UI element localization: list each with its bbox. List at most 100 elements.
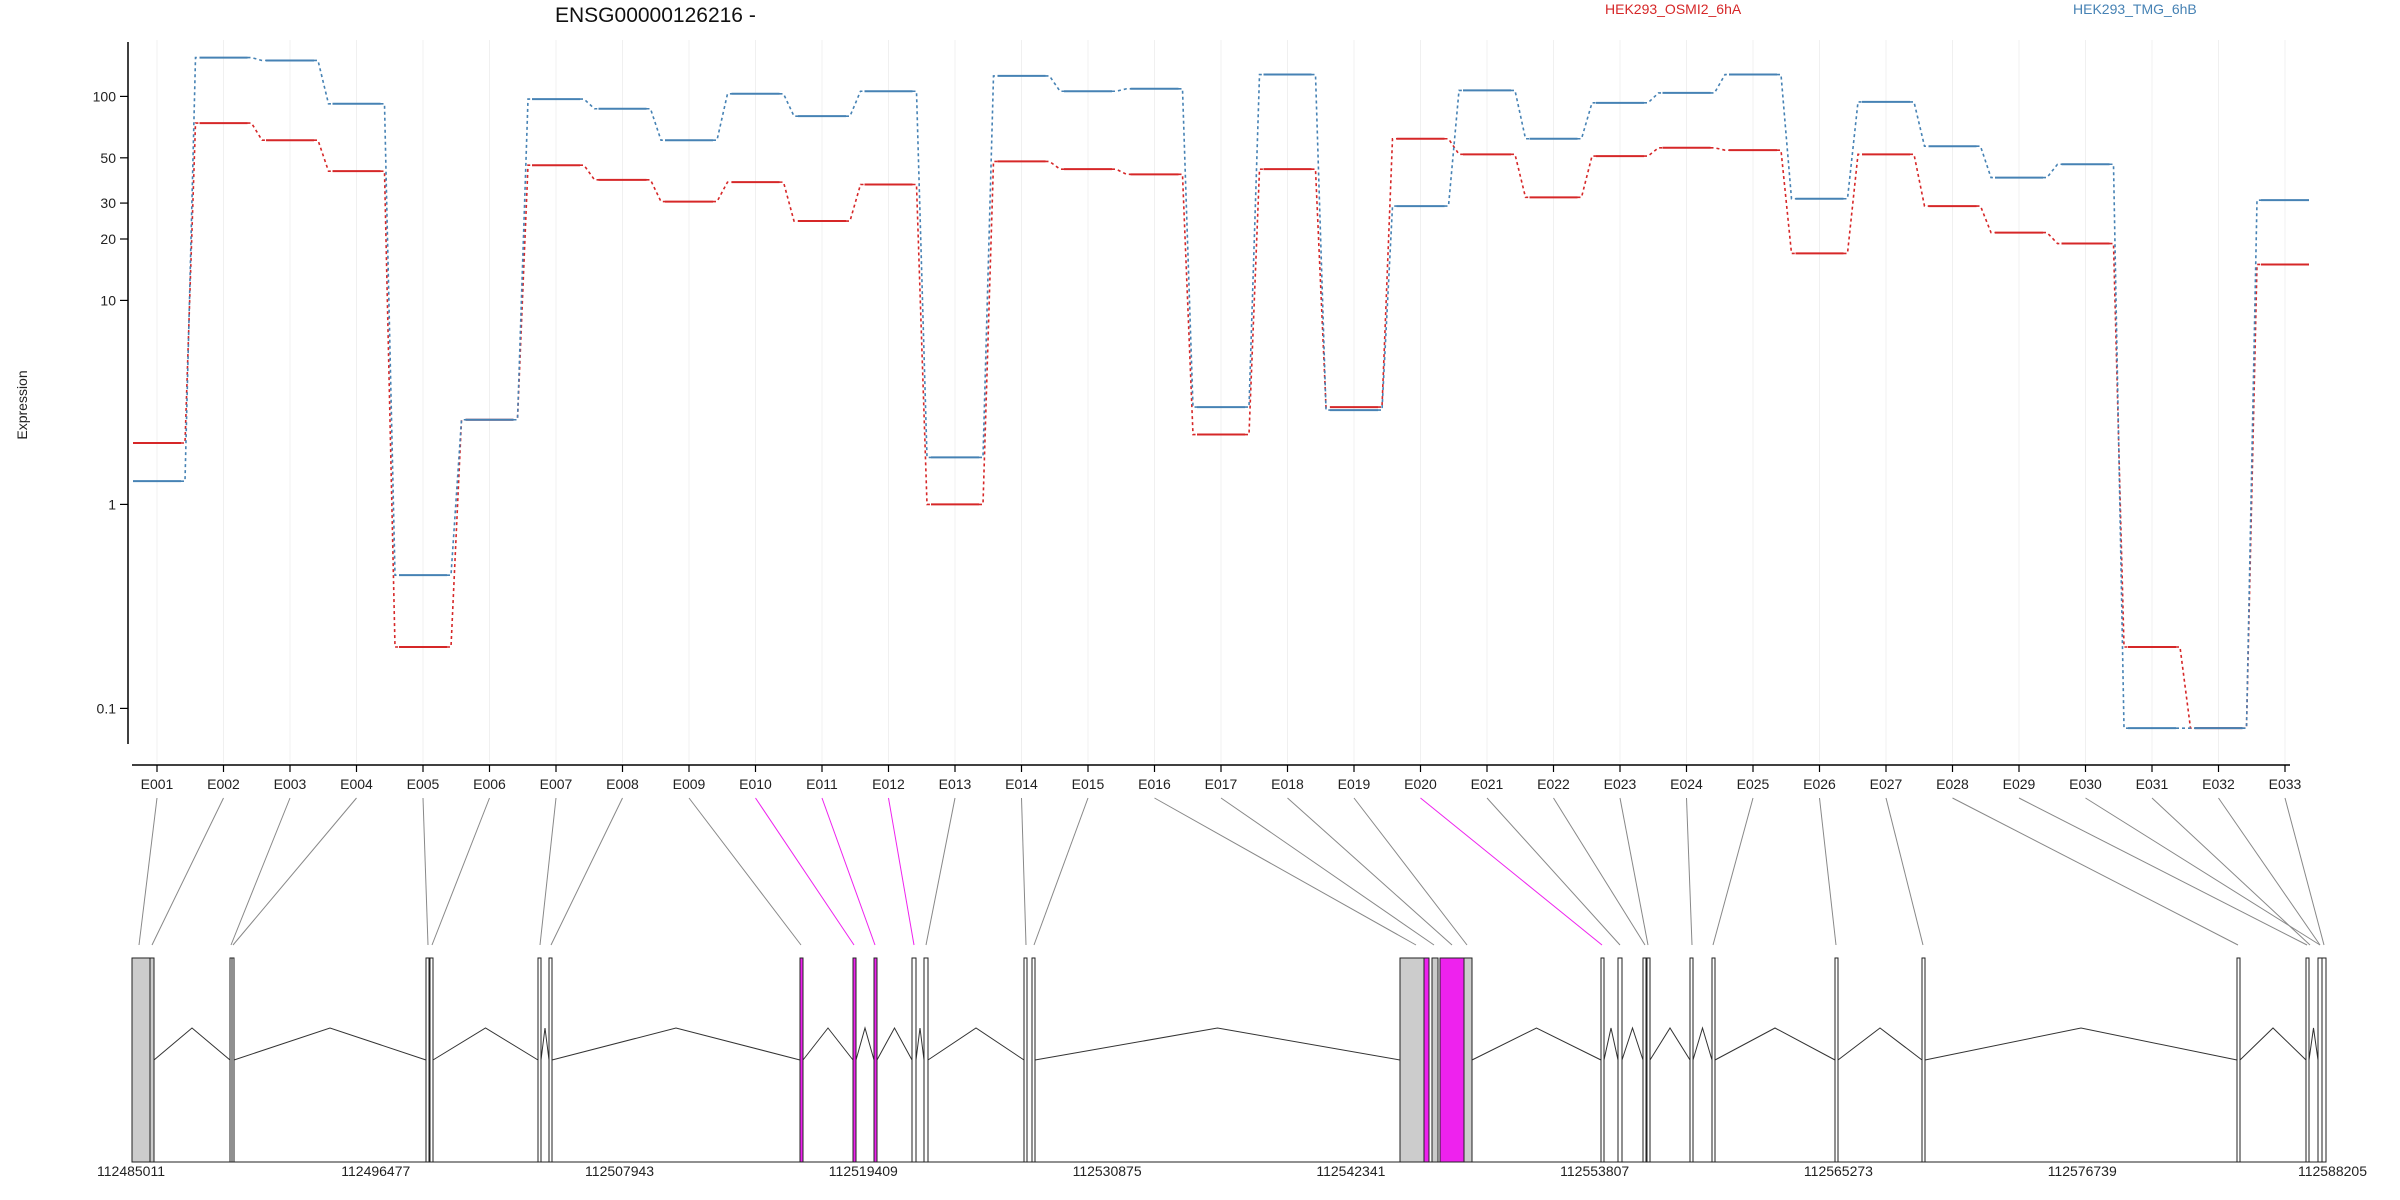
- exon-label-E004: E004: [340, 776, 373, 792]
- intron-connector: [1692, 1026, 1713, 1061]
- exon-label-E002: E002: [207, 776, 240, 792]
- exon-box: [1600, 957, 1605, 1163]
- coord-label: 112588205: [2298, 1163, 2367, 1179]
- exon-label-E005: E005: [407, 776, 440, 792]
- series-1-connector: [1644, 92, 1663, 104]
- series-layer: [133, 56, 2309, 730]
- series-1-connector: [314, 59, 333, 105]
- intron-connector: [1034, 1027, 1401, 1061]
- exon-box: [1023, 957, 1028, 1163]
- series-0-connector: [1577, 155, 1596, 199]
- coord-label: 112485011: [97, 1163, 165, 1179]
- exon-box: [911, 957, 917, 1163]
- exon-label-E031: E031: [2136, 776, 2169, 792]
- intron-connector: [432, 1027, 539, 1061]
- exon-label-E018: E018: [1271, 776, 1304, 792]
- exon-box: [425, 957, 430, 1163]
- coord-label: 112542341: [1316, 1163, 1385, 1179]
- legend-entry-tmg: HEK293_TMG_6hB: [2073, 1, 2197, 17]
- y-tick-label: 0.1: [97, 700, 117, 716]
- intron-connector: [1924, 1027, 2238, 1061]
- series-1-connector: [181, 56, 200, 482]
- exon-link-E013: [925, 797, 956, 946]
- exon-link-E031: [2151, 797, 2311, 946]
- series-1-connector: [1910, 101, 1929, 148]
- coord-label: 112576739: [2048, 1163, 2117, 1179]
- intron-connector: [1621, 1026, 1644, 1061]
- exon-box: [1423, 957, 1430, 1163]
- exon-link-E029: [2018, 797, 2308, 946]
- exon-box: [2236, 957, 2241, 1163]
- y-tick-label: 30: [100, 195, 116, 211]
- series-0-connector: [1843, 153, 1862, 255]
- series-0-connector: [1511, 153, 1530, 199]
- series-0-connector: [1910, 153, 1929, 207]
- coord-label: 112519409: [829, 1163, 898, 1179]
- series-0-connector: [2109, 242, 2128, 648]
- series-0-connector: [1644, 146, 1663, 157]
- exon-label-E013: E013: [939, 776, 972, 792]
- exon-link-E019: [1353, 797, 1468, 946]
- exon-link-E033: [2284, 797, 2325, 946]
- intron-connector: [2308, 1027, 2319, 1061]
- coord-label: 112507943: [585, 1163, 654, 1179]
- intron-connector: [915, 1027, 925, 1061]
- exon-link-E017: [1220, 797, 1435, 946]
- series-1-connector: [1245, 73, 1264, 408]
- exon-label-E003: E003: [274, 776, 307, 792]
- series-0-connector: [2043, 231, 2062, 245]
- exon-label-E007: E007: [540, 776, 573, 792]
- y-axis-label: Expression: [14, 370, 30, 439]
- exon-link-E022: [1553, 797, 1646, 946]
- series-1-connector: [1710, 73, 1729, 94]
- exon-label-E008: E008: [606, 776, 639, 792]
- intron-connector: [1603, 1027, 1619, 1061]
- exon-label-E029: E029: [2003, 776, 2036, 792]
- series-0-connector: [1112, 168, 1131, 176]
- series-0-connector: [181, 122, 200, 444]
- exon-link-E004: [232, 797, 357, 946]
- series-1-connector: [1843, 101, 1862, 200]
- exon-link-E025: [1712, 797, 1754, 946]
- exon-label-E010: E010: [739, 776, 772, 792]
- series-0-connector: [314, 139, 333, 172]
- exon-link-E028: [1952, 797, 2239, 946]
- exon-label-E022: E022: [1537, 776, 1570, 792]
- exon-box: [1711, 957, 1716, 1163]
- exon-box: [923, 957, 929, 1163]
- exon-link-E003: [230, 797, 291, 946]
- y-tick-label: 20: [100, 231, 116, 247]
- exon-box: [1646, 957, 1651, 1163]
- series-0-connector: [1045, 160, 1064, 170]
- exon-label-E023: E023: [1604, 776, 1637, 792]
- series-1-connector: [1178, 87, 1197, 408]
- exon-box: [1834, 957, 1839, 1163]
- exon-label-E020: E020: [1404, 776, 1437, 792]
- intron-connector: [876, 1026, 913, 1061]
- exon-box: [1921, 957, 1926, 1163]
- exon-link-E011: [821, 797, 876, 946]
- series-0-connector: [846, 183, 865, 222]
- series-1-connector: [846, 90, 865, 117]
- exon-link-E020: [1420, 797, 1603, 946]
- exon-box: [2305, 957, 2310, 1163]
- series-0-connector: [447, 418, 466, 648]
- exon-link-E032: [2218, 797, 2321, 946]
- series-1-connector: [1577, 102, 1596, 140]
- coord-label: 112496477: [341, 1163, 410, 1179]
- series-0-connector: [912, 183, 931, 506]
- series-1-connector: [380, 102, 399, 576]
- series-1-connector: [2109, 163, 2128, 729]
- exon-link-E005: [422, 797, 429, 946]
- intron-connector: [2239, 1027, 2307, 1061]
- series-1-connector: [1777, 73, 1796, 200]
- series-0-connector: [2176, 646, 2195, 729]
- intron-connector: [927, 1027, 1025, 1061]
- exon-link-E026: [1819, 797, 1837, 946]
- exon-box: [1031, 957, 1036, 1163]
- exon-box: [799, 957, 804, 1163]
- series-1-connector: [1112, 87, 1131, 93]
- series-0-connector: [1444, 137, 1463, 156]
- series-1-connector: [580, 98, 599, 110]
- exon-box: [1431, 957, 1439, 1163]
